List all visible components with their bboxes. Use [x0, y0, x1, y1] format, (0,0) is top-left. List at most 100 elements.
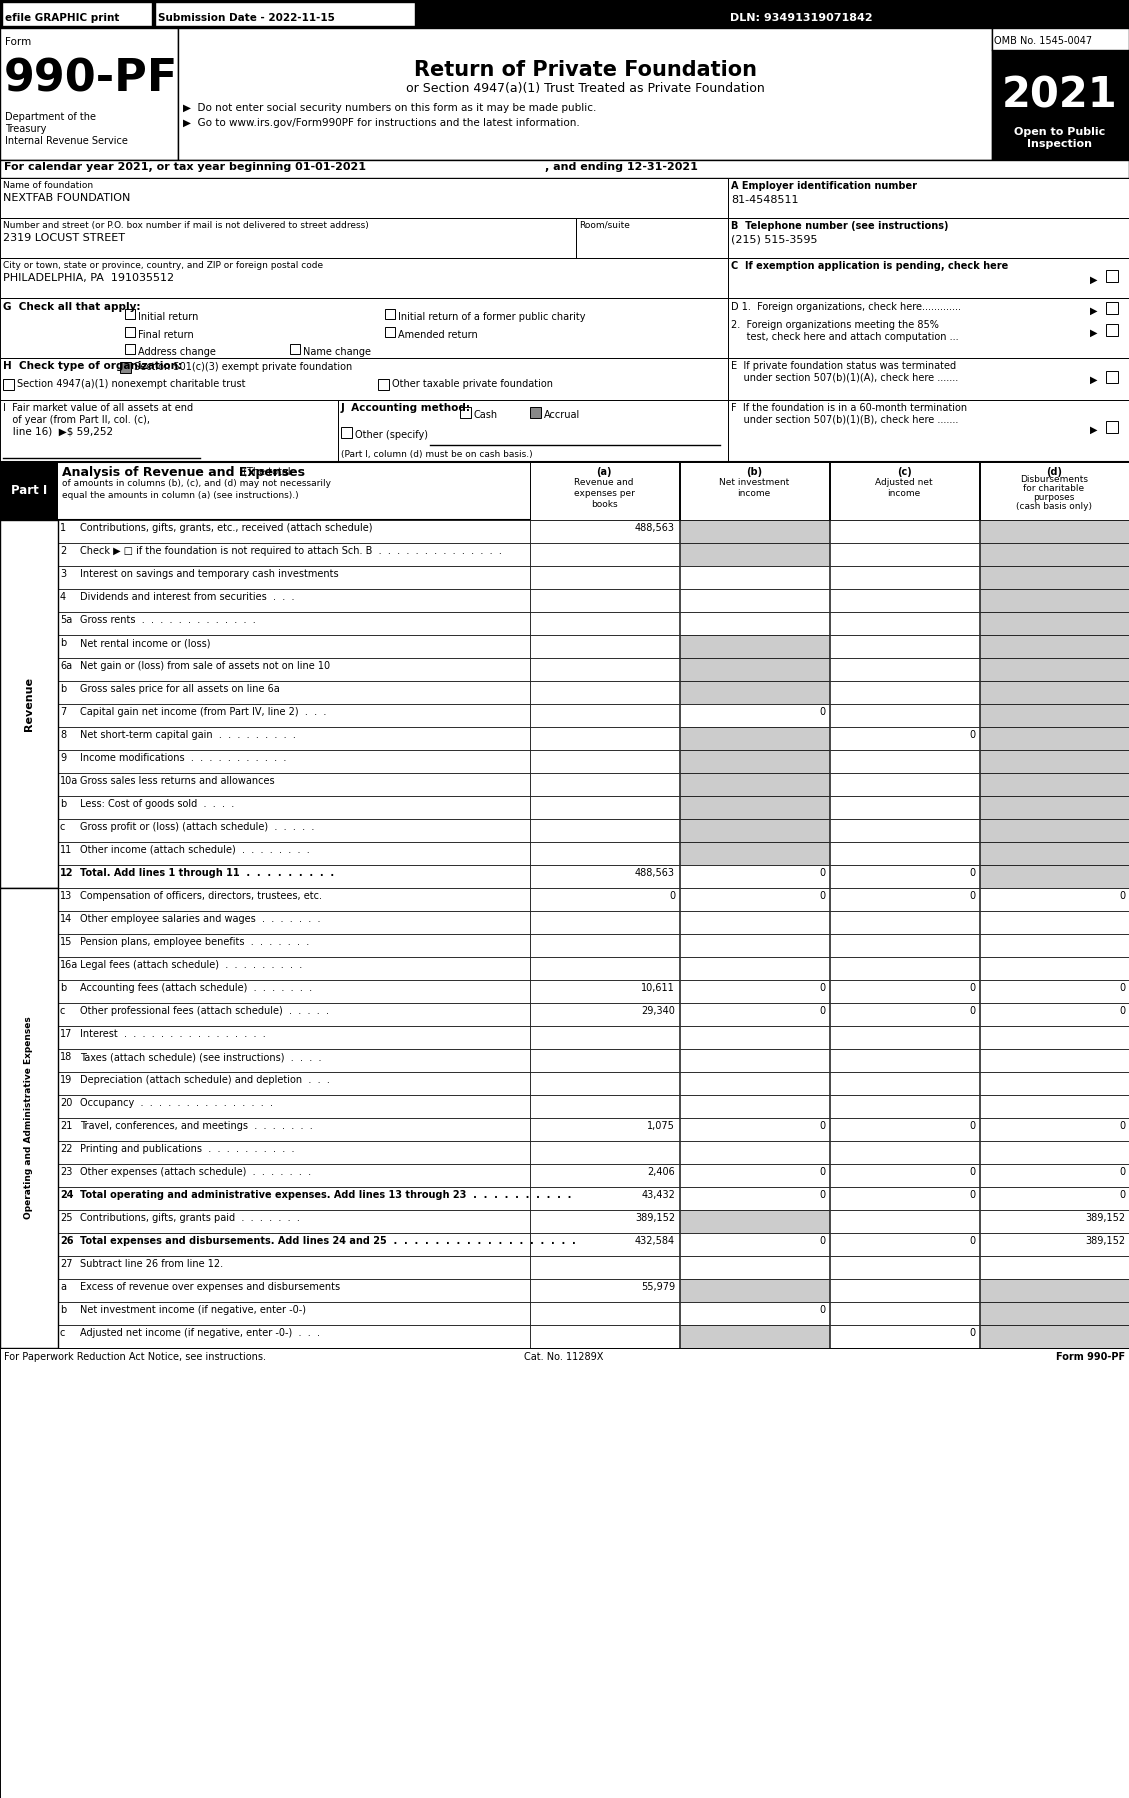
Bar — [980, 726, 1129, 750]
Bar — [0, 298, 728, 358]
Bar — [530, 1325, 679, 1348]
Text: 43,432: 43,432 — [641, 1190, 675, 1199]
Text: Adjusted net income (if negative, enter -0-)  .  .  .: Adjusted net income (if negative, enter … — [80, 1329, 320, 1338]
Text: b: b — [60, 798, 67, 809]
Bar — [530, 590, 679, 611]
Text: Internal Revenue Service: Internal Revenue Service — [5, 137, 128, 146]
Text: Accrual: Accrual — [544, 410, 580, 421]
Text: 10,611: 10,611 — [641, 984, 675, 992]
Bar — [58, 841, 530, 865]
Bar — [58, 797, 530, 820]
Text: 22: 22 — [60, 1144, 72, 1154]
Text: Gross profit or (loss) (attach schedule)  .  .  .  .  .: Gross profit or (loss) (attach schedule)… — [80, 822, 314, 832]
Bar — [680, 462, 829, 520]
Text: 0: 0 — [819, 1120, 825, 1131]
Bar — [980, 462, 1129, 520]
Text: Room/suite: Room/suite — [579, 221, 630, 230]
Text: 29,340: 29,340 — [641, 1007, 675, 1016]
Text: 11: 11 — [60, 845, 72, 856]
Text: 25: 25 — [60, 1214, 72, 1223]
Text: Gross sales less returns and allowances: Gross sales less returns and allowances — [80, 777, 274, 786]
Bar — [58, 750, 530, 773]
Text: 389,152: 389,152 — [1085, 1214, 1124, 1223]
Bar — [58, 520, 530, 543]
Bar — [980, 611, 1129, 635]
Bar — [58, 1142, 530, 1163]
Bar — [728, 218, 1129, 257]
Bar — [530, 635, 679, 658]
Text: Accounting fees (attach schedule)  .  .  .  .  .  .  .: Accounting fees (attach schedule) . . . … — [80, 984, 312, 992]
Text: Cat. No. 11289X: Cat. No. 11289X — [524, 1352, 604, 1363]
Text: F  If the foundation is in a 60-month termination: F If the foundation is in a 60-month ter… — [730, 403, 968, 414]
Text: ▶: ▶ — [1089, 376, 1097, 385]
Bar — [980, 520, 1129, 543]
Bar — [58, 980, 530, 1003]
Text: 0: 0 — [819, 1235, 825, 1246]
Text: Net gain or (loss) from sale of assets not on line 10: Net gain or (loss) from sale of assets n… — [80, 662, 330, 671]
Bar — [58, 933, 530, 957]
Text: c: c — [60, 1329, 65, 1338]
Text: Compensation of officers, directors, trustees, etc.: Compensation of officers, directors, tru… — [80, 892, 322, 901]
Bar — [530, 957, 679, 980]
Text: 6a: 6a — [60, 662, 72, 671]
Bar — [830, 980, 979, 1003]
Text: equal the amounts in column (a) (see instructions).): equal the amounts in column (a) (see ins… — [62, 491, 299, 500]
Bar — [680, 726, 829, 750]
Bar — [980, 1302, 1129, 1325]
Bar — [530, 705, 679, 726]
Bar — [530, 566, 679, 590]
Text: under section 507(b)(1)(A), check here .......: under section 507(b)(1)(A), check here .… — [730, 372, 959, 383]
Text: Net rental income or (loss): Net rental income or (loss) — [80, 638, 210, 647]
Bar — [58, 658, 530, 681]
Text: Name change: Name change — [303, 347, 371, 358]
Bar — [530, 933, 679, 957]
Text: Travel, conferences, and meetings  .  .  .  .  .  .  .: Travel, conferences, and meetings . . . … — [80, 1120, 313, 1131]
Bar — [530, 980, 679, 1003]
Text: ▶: ▶ — [1089, 424, 1097, 435]
Text: 23: 23 — [60, 1167, 72, 1178]
Bar — [530, 681, 679, 705]
Bar — [530, 611, 679, 635]
Bar — [980, 1163, 1129, 1187]
Text: ▶: ▶ — [1089, 275, 1097, 286]
Bar — [0, 462, 1129, 520]
Text: Section 501(c)(3) exempt private foundation: Section 501(c)(3) exempt private foundat… — [134, 361, 352, 372]
Text: Contributions, gifts, grants paid  .  .  .  .  .  .  .: Contributions, gifts, grants paid . . . … — [80, 1214, 300, 1223]
Bar — [680, 1257, 829, 1278]
Text: 3: 3 — [60, 568, 67, 579]
Text: Part I: Part I — [11, 484, 47, 498]
Bar — [530, 406, 541, 417]
Bar — [680, 980, 829, 1003]
Bar — [830, 1095, 979, 1118]
Text: 0: 0 — [819, 1190, 825, 1199]
Bar — [58, 1072, 530, 1095]
Bar — [530, 658, 679, 681]
Text: 2319 LOCUST STREET: 2319 LOCUST STREET — [3, 234, 125, 243]
Bar — [680, 1302, 829, 1325]
Bar — [830, 888, 979, 912]
Text: 19: 19 — [60, 1075, 72, 1084]
Bar — [58, 1187, 530, 1210]
Bar — [530, 888, 679, 912]
Bar — [530, 773, 679, 797]
Bar — [680, 635, 829, 658]
Text: A Employer identification number: A Employer identification number — [730, 182, 917, 191]
Text: (Part I, column (d) must be on cash basis.): (Part I, column (d) must be on cash basi… — [341, 450, 533, 458]
Text: OMB No. 1545-0047: OMB No. 1545-0047 — [994, 36, 1092, 47]
Bar — [728, 178, 1129, 218]
Bar — [830, 1072, 979, 1095]
Bar — [58, 1003, 530, 1027]
Bar — [0, 399, 338, 462]
Text: 0: 0 — [969, 984, 975, 992]
Bar — [680, 912, 829, 933]
Bar — [980, 820, 1129, 841]
Bar — [290, 343, 300, 354]
Text: Net investment income (if negative, enter -0-): Net investment income (if negative, ente… — [80, 1305, 306, 1314]
Bar — [980, 980, 1129, 1003]
Bar — [680, 1163, 829, 1187]
Bar — [58, 1048, 530, 1072]
Bar — [58, 1233, 530, 1257]
Bar — [980, 658, 1129, 681]
Bar — [680, 520, 829, 543]
Text: 0: 0 — [819, 892, 825, 901]
